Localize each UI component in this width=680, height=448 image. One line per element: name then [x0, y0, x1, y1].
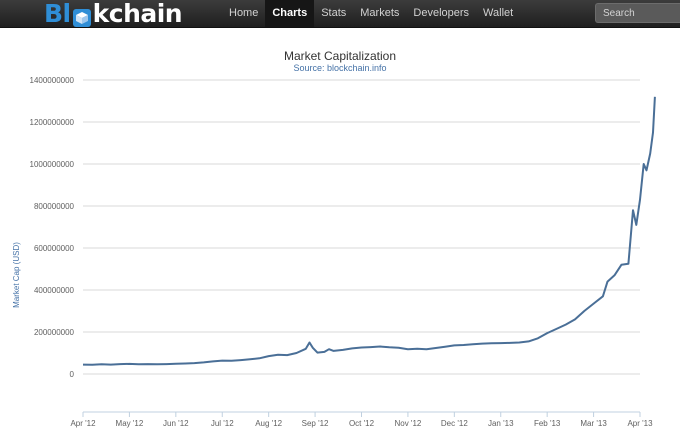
x-tick-label: May '12 [116, 419, 144, 428]
y-tick-label: 200000000 [34, 328, 75, 337]
x-tick-label: Mar '13 [580, 419, 607, 428]
y-axis-ticks: 0 200000000 400000000 600000000 800000000 100… [30, 76, 75, 379]
y-tick-label: 400000000 [34, 286, 75, 295]
x-axis: Apr '12 May '12 Jun '12 Jul '12 Aug '12 Sep '… [70, 411, 653, 428]
y-tick-label: 1000000000 [30, 160, 75, 169]
x-tick-label: Apr '12 [70, 419, 96, 428]
y-axis-label: Market Cap (USD) [12, 242, 21, 308]
logo-text-right: kchain [92, 0, 183, 28]
x-tick-label: Oct '12 [349, 419, 375, 428]
nav-item-developers[interactable]: Developers [413, 7, 470, 19]
x-tick-label: Jan '13 [488, 419, 514, 428]
x-tick-label: Jul '12 [211, 419, 234, 428]
chart-subtitle: Source: blockchain.info [293, 63, 386, 73]
x-tick-label: Sep '12 [302, 419, 329, 428]
chart-title: Market Capitalization [284, 49, 396, 63]
y-tick-label: 600000000 [34, 244, 75, 253]
nav-item-home[interactable]: Home [229, 7, 259, 19]
series-line [82, 96, 656, 366]
gridlines [83, 79, 640, 375]
blockchain-logo[interactable]: Bl kchain [44, 0, 183, 28]
x-tick-label: Dec '12 [441, 419, 468, 428]
x-tick-label: Apr '13 [627, 419, 653, 428]
x-tick-label: Feb '13 [534, 419, 561, 428]
cube-icon [72, 5, 92, 27]
nav-item-markets[interactable]: Markets [360, 7, 400, 19]
y-tick-label: 800000000 [34, 202, 75, 211]
y-tick-label: 1200000000 [30, 118, 75, 127]
nav-item-stats[interactable]: Stats [321, 7, 347, 19]
nav-item-wallet[interactable]: Wallet [483, 7, 514, 19]
market-cap-chart: Market Capitalization Source: blockchain… [12, 49, 656, 428]
y-tick-label: 1400000000 [30, 76, 75, 85]
y-tick-label: 0 [70, 370, 75, 379]
search-input[interactable] [595, 3, 680, 23]
x-tick-label: Nov '12 [394, 419, 421, 428]
top-navbar: Bl kchain Home Charts Stats Markets Develope… [0, 0, 680, 28]
x-tick-label: Jun '12 [163, 419, 189, 428]
nav-item-charts[interactable]: Charts [265, 0, 315, 27]
x-tick-label: Aug '12 [255, 419, 282, 428]
nav-links: Home Charts Stats Markets Developers Wallet [222, 0, 520, 27]
logo-text-left: Bl [44, 0, 71, 28]
